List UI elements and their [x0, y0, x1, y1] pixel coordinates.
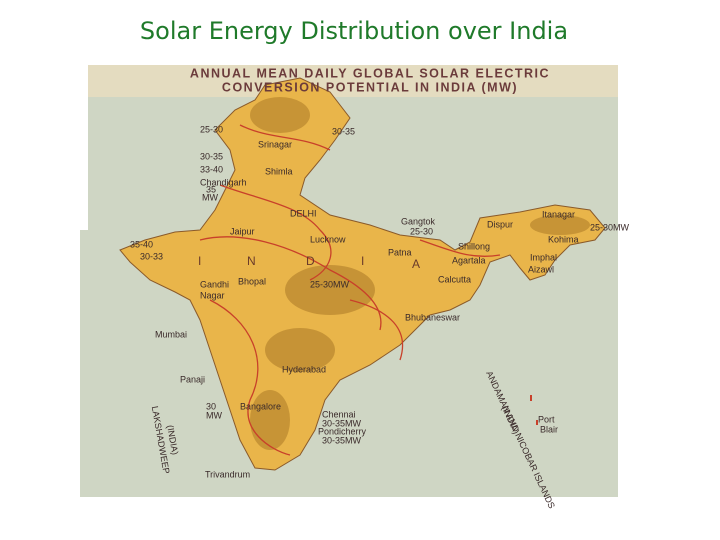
- map-label: 30-35: [200, 151, 223, 161]
- map-label: Nagar: [200, 290, 225, 300]
- map-label: Imphal: [530, 252, 557, 262]
- map-label: Lucknow: [310, 234, 346, 244]
- map-label: Hyderabad: [282, 364, 326, 374]
- map-label: D: [306, 254, 315, 268]
- map-label: Bhopal: [238, 276, 266, 286]
- map-label: A: [412, 257, 420, 271]
- map-label: Srinagar: [258, 139, 292, 149]
- map-label: DELHI: [290, 208, 317, 218]
- map-background: [80, 230, 88, 497]
- map-label: Kohima: [548, 234, 579, 244]
- contours: [199, 124, 501, 456]
- map-heading: CONVERSION POTENTIAL IN INDIA (MW): [222, 80, 518, 94]
- map-heading: ANNUAL MEAN DAILY GLOBAL SOLAR ELECTRIC: [190, 66, 550, 80]
- map-label: Panaji: [180, 374, 205, 384]
- map-label: N: [247, 254, 256, 268]
- map-label: I: [361, 254, 364, 268]
- shaded-regions: [250, 97, 590, 450]
- map-label: 25-30MW: [590, 222, 630, 232]
- map: ANNUAL MEAN DAILY GLOBAL SOLAR ELECTRIC …: [80, 65, 630, 510]
- map-label: Mumbai: [155, 329, 187, 339]
- map-label: 30-33: [140, 251, 163, 261]
- heading-band: [88, 65, 618, 97]
- map-label: MW: [206, 410, 222, 420]
- map-label: Patna: [388, 247, 412, 257]
- map-label: 30-35: [332, 126, 355, 136]
- map-label: Pondicherry: [318, 426, 367, 436]
- map-label: Shimla: [265, 166, 293, 176]
- map-label: I: [198, 254, 201, 268]
- map-label: Gandhi: [200, 279, 229, 289]
- map-label: Gangtok: [401, 216, 436, 226]
- map-label: Agartala: [452, 255, 486, 265]
- map-label: Jaipur: [230, 226, 255, 236]
- map-label: Aizawl: [528, 264, 554, 274]
- map-label: Trivandrum: [205, 469, 250, 479]
- map-label: Itanagar: [542, 209, 575, 219]
- map-label: 35: [206, 184, 216, 194]
- map-label: Chandigarh: [200, 177, 247, 187]
- map-label: Port: [538, 414, 555, 424]
- map-label: 30-35MW: [322, 435, 362, 445]
- map-label: 30: [206, 401, 216, 411]
- map-label: Shillong: [458, 241, 490, 251]
- map-label: 25-30MW: [310, 279, 350, 289]
- map-label: Calcutta: [438, 274, 471, 284]
- map-label: Chennai: [322, 409, 356, 419]
- island: [530, 395, 532, 401]
- map-label: Bangalore: [240, 401, 281, 411]
- map-label: Blair: [540, 424, 558, 434]
- map-label: 25-30: [410, 226, 433, 236]
- map-label: 30-35MW: [322, 418, 362, 428]
- island: [536, 420, 538, 425]
- map-label: 25-30: [200, 124, 223, 134]
- slide-title: Solar Energy Distribution over India: [140, 17, 568, 45]
- map-label: MW: [202, 192, 218, 202]
- map-label: 33-40: [200, 164, 223, 174]
- map-label: 35-40: [130, 239, 153, 249]
- map-label: Dispur: [487, 219, 513, 229]
- map-label: Bhubaneswar: [405, 312, 460, 322]
